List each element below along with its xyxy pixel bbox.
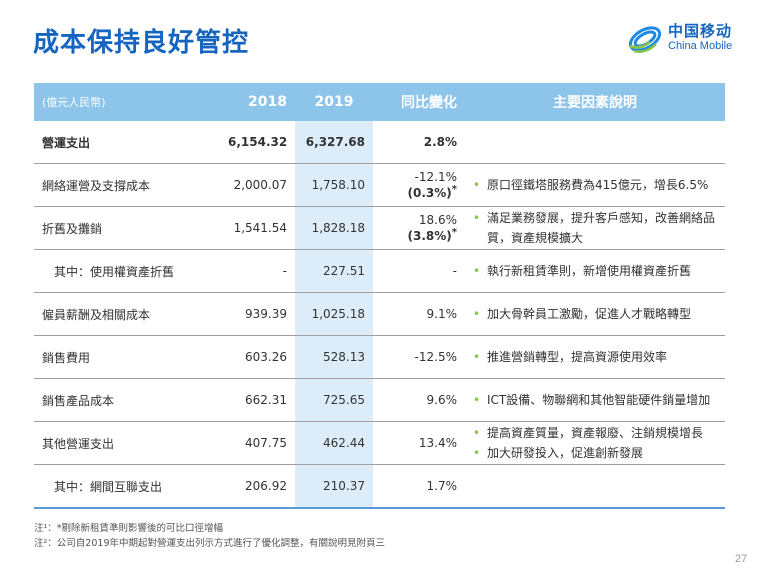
row-item: 網絡運營及支撐成本 [34,163,220,207]
footnote-1: 注¹：*剔除新租賃準則影響後的可比口徑增幅 [34,523,224,534]
change-value: -12.1% [414,170,457,184]
factor-item: • 提高資產質量，資產報廢、注銷規模增長 [473,423,717,443]
factor-item: • 執行新租賃準則，新增使用權資產折舊 [473,261,717,281]
bullet-icon: • [473,264,481,278]
change-comparable: (3.8%)* [407,227,457,243]
factor-item: • 滿足業務發展，提升客戶感知，改善網絡品質，資產規模擴大 [473,208,717,248]
china-mobile-logo-icon [628,26,662,53]
footnote-2: 注²：公司自2019年中期起對營運支出列示方式進行了優化調整，有關說明見附頁三 [34,538,385,549]
logo-chinese-text: 中国移动 [668,22,733,40]
change-cell: -12.1% (0.3%)* [373,163,465,207]
header-2019: 2019 [295,83,373,121]
factors-cell: • 推進營銷轉型，提高資源使用效率 [465,335,725,379]
change-value: 2.8% [423,135,457,149]
value-2018: 662.31 [220,378,295,422]
value-2018: 1,541.54 [220,206,295,250]
row-item: 其中：使用權資產折舊 [34,249,220,293]
change-value: 13.4% [418,436,457,450]
factor-item: • ICT設備、物聯網和其他智能硬件銷量增加 [473,390,717,410]
change-cell: 9.1% [373,292,465,336]
change-cell: - [373,249,465,293]
factors-cell [465,464,725,509]
row-item: 其中：網間互聯支出 [34,464,220,509]
footnotes: 注¹：*剔除新租賃準則影響後的可比口徑增幅 注²：公司自2019年中期起對營運支… [34,521,385,551]
header-factors: 主要因素說明 [465,83,725,121]
row-item: 折舊及攤銷 [34,206,220,250]
logo-english-text: China Mobile [668,40,733,52]
table-row: 銷售產品成本 662.31 725.65 9.6% • ICT設備、物聯網和其他智能硬件銷… [34,378,725,422]
value-2018: 407.75 [220,421,295,465]
table-row: 僱員薪酬及相關成本 939.39 1,025.18 9.1% • 加大骨幹員工激勵，促進人… [34,292,725,336]
change-cell: 2.8% [373,121,465,164]
change-comparable: (0.3%)* [407,184,457,200]
value-2018: 2,000.07 [220,163,295,207]
factor-item: • 推進營銷轉型，提高資源使用效率 [473,347,717,367]
factors-cell: • 滿足業務發展，提升客戶感知，改善網絡品質，資產規模擴大 [465,206,725,250]
header-change: 同比變化 [373,83,465,121]
factors-cell: • 提高資產質量，資產報廢、注銷規模增長 • 加大研發投入，促進創新發展 [465,421,725,465]
table-row: 折舊及攤銷 1,541.54 1,828.18 18.6% (3.8%)* • 滿足業務發展… [34,206,725,250]
change-value: -12.5% [414,350,457,364]
change-value: 9.1% [426,307,458,321]
value-2019: 725.65 [295,378,373,422]
row-item: 銷售產品成本 [34,378,220,422]
change-cell: 1.7% [373,464,465,509]
change-cell: 9.6% [373,378,465,422]
table-row: 銷售費用 603.26 528.13 -12.5% • 推進營銷轉型，提高資源使用效率 [34,335,725,379]
china-mobile-logo: 中国移动 China Mobile [626,20,746,60]
value-2019: 227.51 [295,249,373,293]
value-2019: 528.13 [295,335,373,379]
value-2019: 1,828.18 [295,206,373,250]
table-row: 其中：使用權資產折舊 -227.51- • 執行新租賃準則，新增使用權資產折舊 [34,249,725,293]
header-unit: (億元人民幣) [34,83,220,121]
value-2019: 462.44 [295,421,373,465]
table-row: 營運支出 6,154.32 6,327.68 2.8% [34,121,725,164]
value-2019: 210.37 [295,464,373,509]
change-cell: -12.5% [373,335,465,379]
value-2018: 939.39 [220,292,295,336]
bullet-icon: • [473,350,481,364]
bullet-icon: • [473,426,481,440]
change-value: - [452,264,457,278]
change-cell: 13.4% [373,421,465,465]
page-number: 27 [735,553,748,565]
factors-cell: • 原口徑鐵塔服務費為415億元，增長6.5% [465,163,725,207]
bullet-icon: • [473,307,481,321]
row-item: 營運支出 [34,121,220,164]
value-2018: 206.92 [220,464,295,509]
change-cell: 18.6% (3.8%)* [373,206,465,250]
change-value: 9.6% [426,393,458,407]
factor-item: • 加大研發投入，促進創新發展 [473,443,717,463]
opex-table: (億元人民幣) 2018 2019 同比變化 主要因素說明 營運支出 6,154.… [34,83,725,509]
table-row: 其他營運支出 407.75 462.44 13.4% • 提高資產質量，資產報廢、注銷規模… [34,421,725,465]
page-title: 成本保持良好管控 [33,28,250,58]
table-row: 其中：網間互聯支出 206.92 210.37 1.7% [34,464,725,509]
change-value: 1.7% [426,479,458,493]
bullet-icon: • [473,211,481,225]
factor-item: • 加大骨幹員工激勵，促進人才戰略轉型 [473,304,717,324]
bullet-icon: • [473,393,481,407]
header-2018: 2018 [220,83,295,121]
table-header-row: (億元人民幣) 2018 2019 同比變化 主要因素說明 [34,83,725,121]
row-item: 其他營運支出 [34,421,220,465]
table-row: 網絡運營及支撐成本 2,000.07 1,758.10 -12.1% (0.3%)* • 原… [34,163,725,207]
factors-cell: • ICT設備、物聯網和其他智能硬件銷量增加 [465,378,725,422]
value-2018: 603.26 [220,335,295,379]
factors-cell: • 加大骨幹員工激勵，促進人才戰略轉型 [465,292,725,336]
value-2019: 1,025.18 [295,292,373,336]
factors-cell: • 執行新租賃準則，新增使用權資產折舊 [465,249,725,293]
bullet-icon: • [473,178,481,192]
bullet-icon: • [473,446,481,460]
factors-cell [465,121,725,164]
value-2018: 6,154.32 [220,121,295,164]
value-2019: 1,758.10 [295,163,373,207]
value-2018: - [220,249,295,293]
change-value: 18.6% [418,213,457,227]
value-2019: 6,327.68 [295,121,373,164]
row-item: 僱員薪酬及相關成本 [34,292,220,336]
row-item: 銷售費用 [34,335,220,379]
factor-item: • 原口徑鐵塔服務費為415億元，增長6.5% [473,175,717,195]
